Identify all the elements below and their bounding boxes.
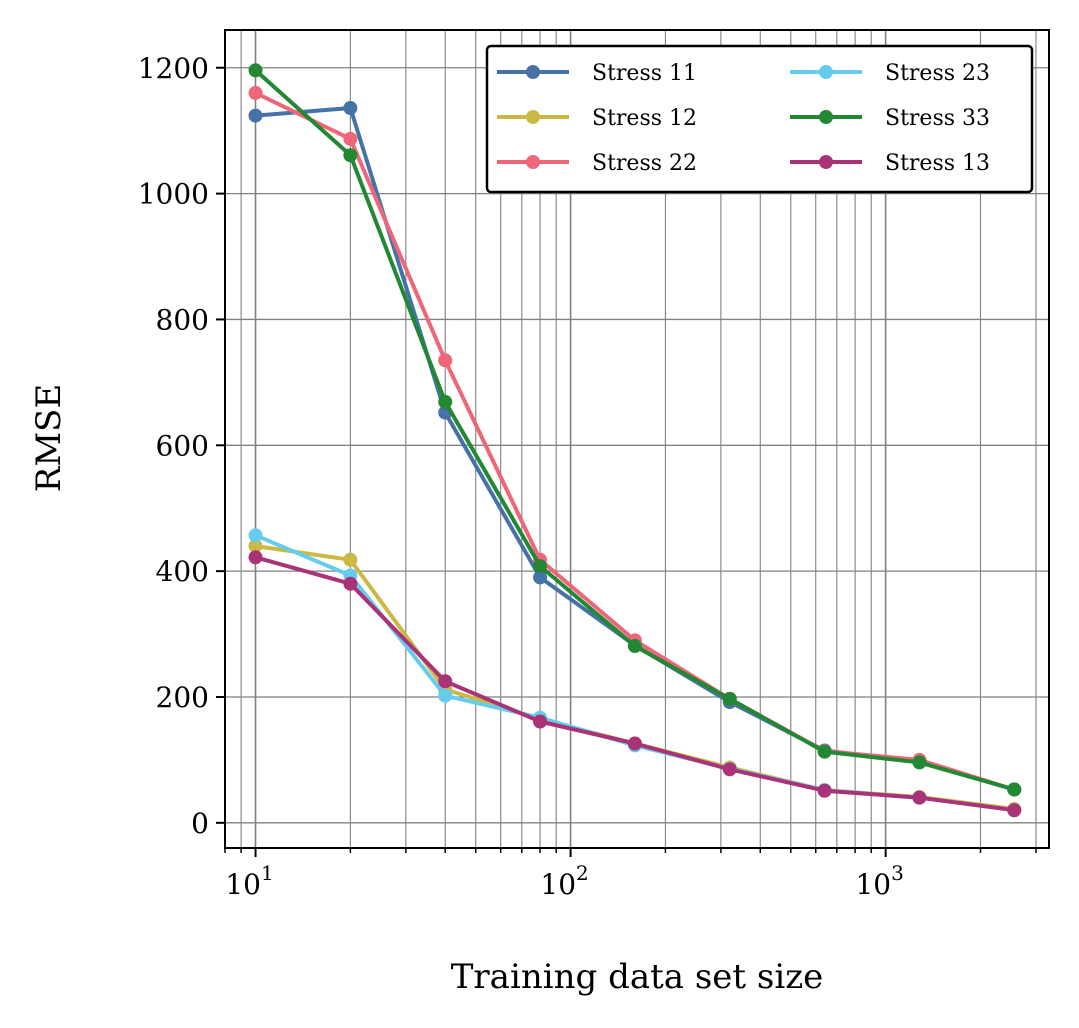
- legend-swatch-marker: [526, 110, 540, 124]
- data-point: [1007, 782, 1022, 797]
- series-line: [254, 533, 1015, 813]
- y-tick-label: 1200: [138, 52, 209, 85]
- legend-label: Stress 22: [592, 151, 697, 176]
- legend-label: Stress 23: [885, 61, 990, 86]
- data-point: [343, 101, 358, 116]
- legend-swatch-marker: [819, 110, 833, 124]
- legend-label: Stress 12: [592, 106, 697, 131]
- data-point: [438, 688, 453, 703]
- data-point: [248, 550, 263, 565]
- legend-item: Stress 12: [497, 106, 697, 131]
- legend-item: Stress 11: [497, 61, 697, 86]
- series-stress-13: [248, 550, 1022, 818]
- data-point: [343, 131, 358, 146]
- series-stress-11: [248, 101, 1022, 797]
- y-tick-label: 600: [156, 429, 209, 462]
- legend-label: Stress 33: [885, 106, 990, 131]
- y-axis-title: RMSE: [29, 384, 69, 493]
- axis-ticks: 0 200 400 600 800 1000 1200 101 102 103: [138, 52, 1037, 901]
- data-point: [1007, 803, 1022, 818]
- data-point: [438, 394, 453, 409]
- plot-area-frame: [224, 29, 1050, 849]
- series-line: [254, 555, 1015, 813]
- data-point: [722, 691, 737, 706]
- data-point: [248, 63, 263, 78]
- data-point: [817, 744, 832, 759]
- data-point: [912, 755, 927, 770]
- data-point: [912, 790, 927, 805]
- data-point: [817, 783, 832, 798]
- data-point: [248, 528, 263, 543]
- y-tick-label: 1000: [138, 178, 209, 211]
- y-tick-label: 0: [191, 807, 209, 840]
- y-tick-label: 400: [156, 555, 209, 588]
- data-point: [627, 639, 642, 654]
- legend-item: Stress 23: [790, 61, 990, 86]
- data-point: [533, 714, 548, 729]
- series-line: [254, 91, 1015, 792]
- legend-item: Stress 33: [790, 106, 990, 131]
- legend-item: Stress 13: [790, 151, 990, 176]
- legend: Stress 11 Stress 12 Stress 22 Stress 23 Stre…: [485, 44, 1034, 194]
- y-tick-label: 200: [156, 681, 209, 714]
- series-stress-33: [248, 63, 1022, 797]
- series-stress-12: [248, 538, 1022, 816]
- data-point: [343, 552, 358, 567]
- data-point: [722, 762, 737, 777]
- data-point: [248, 538, 263, 553]
- series-line: [255, 106, 1015, 792]
- data-point: [248, 85, 263, 100]
- legend-box: [485, 44, 1034, 194]
- x-tick-label: 103: [855, 861, 903, 901]
- x-tick-label: 101: [225, 861, 273, 901]
- legend-swatch-marker: [819, 65, 833, 79]
- data-point: [248, 108, 263, 123]
- legend-swatch-marker: [526, 155, 540, 169]
- data-point: [343, 148, 358, 163]
- x-axis-title: Training data set size: [451, 957, 824, 997]
- series-line: [255, 544, 1015, 811]
- legend-label: Stress 13: [885, 151, 990, 176]
- data-point: [343, 576, 358, 591]
- data-point: [438, 674, 453, 689]
- legend-label: Stress 11: [592, 61, 697, 86]
- data-point: [438, 353, 453, 368]
- legend-swatch-marker: [819, 155, 833, 169]
- legend-item: Stress 22: [497, 151, 697, 176]
- x-tick-label: 102: [540, 861, 588, 901]
- legend-swatch-marker: [526, 65, 540, 79]
- data-point: [533, 559, 548, 574]
- data-point: [533, 570, 548, 585]
- data-series: [248, 63, 1022, 818]
- data-point: [627, 736, 642, 751]
- y-tick-label: 800: [156, 303, 209, 336]
